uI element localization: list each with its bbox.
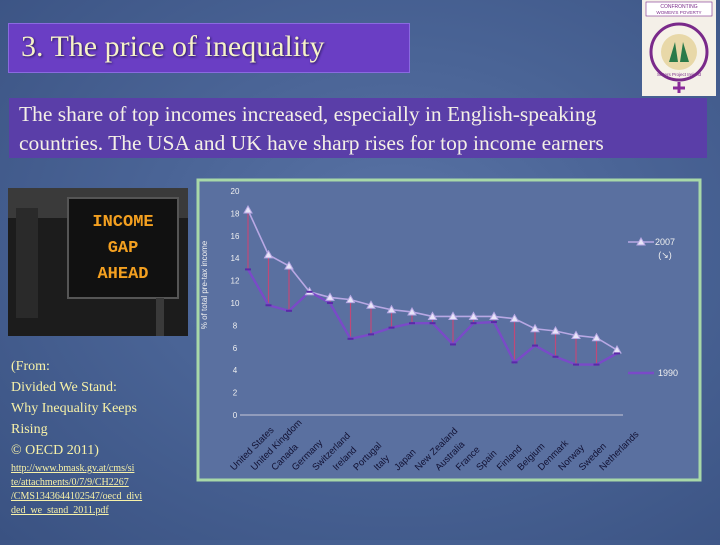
source-link[interactable]: http://www.bmask.gv.at/cms/si te/attachm… xyxy=(11,462,189,518)
y-tick-label: 18 xyxy=(231,209,240,218)
data-point-2007 xyxy=(386,304,397,314)
source-url-line[interactable]: te/attachments/0/7/9/CH2267 xyxy=(11,477,129,488)
y-tick-label: 2 xyxy=(233,389,238,398)
y-tick-label: 8 xyxy=(233,321,238,330)
data-point-2007 xyxy=(468,311,479,320)
y-tick-label: 12 xyxy=(231,277,240,286)
y-tick-label: 6 xyxy=(233,344,238,353)
source-line: Divided We Stand: xyxy=(11,380,117,395)
source-url-line[interactable]: /CMS1343644102547/oecd_divi xyxy=(11,491,143,502)
data-point-2007 xyxy=(284,261,294,270)
subtitle-line-1: The share of top incomes increased, espe… xyxy=(19,102,597,126)
source-line: Rising xyxy=(11,422,48,437)
y-tick-label: 0 xyxy=(233,411,238,420)
y-tick-label: 20 xyxy=(231,187,240,196)
data-point-2007 xyxy=(530,323,540,333)
source-line: (From: xyxy=(11,359,50,374)
data-point-2007 xyxy=(571,330,581,339)
y-axis-label: % of total pre-tax income xyxy=(200,240,209,329)
y-tick-label: 4 xyxy=(233,366,238,375)
source-line: Why Inequality Keeps xyxy=(11,401,137,416)
source-line: © OECD 2011) xyxy=(11,443,99,458)
source-citation: (From: Divided We Stand: Why Inequality … xyxy=(11,356,191,461)
sign-word-2: GAP xyxy=(108,239,139,258)
legend-label-1990: 1990 xyxy=(658,368,678,378)
slide-title-box: 3. The price of inequality xyxy=(8,23,410,73)
chart-frame xyxy=(196,178,702,482)
legend-label-2007-note: (↘) xyxy=(658,250,672,260)
data-point-2007 xyxy=(550,325,561,335)
income-gap-sign-photo: INCOME GAP AHEAD xyxy=(8,188,188,336)
y-tick-label: 14 xyxy=(231,254,240,263)
sign-word-1: INCOME xyxy=(92,213,153,232)
data-point-2007 xyxy=(489,311,499,320)
data-point-2007 xyxy=(591,332,602,342)
legend-marker-2007 xyxy=(636,236,646,246)
source-url-line[interactable]: ded_we_stand_2011.pdf xyxy=(11,505,109,516)
data-point-2007 xyxy=(243,205,253,214)
legend-label-2007: 2007 xyxy=(655,237,675,247)
logo-text-line: Sisters Project Ireland xyxy=(657,72,702,77)
data-point-2007 xyxy=(407,306,417,316)
data-point-2007 xyxy=(345,294,356,304)
source-url-line[interactable]: http://www.bmask.gv.at/cms/si xyxy=(11,463,135,474)
slide-title: 3. The price of inequality xyxy=(21,30,325,63)
data-point-2007 xyxy=(448,311,458,320)
logo-text-line: WOMEN'S POVERTY xyxy=(656,10,701,15)
sign-word-3: AHEAD xyxy=(97,265,148,284)
data-point-2007 xyxy=(325,292,335,301)
logo-text-line: CONFRONTING xyxy=(660,4,697,10)
data-point-2007 xyxy=(509,313,520,323)
subtitle-box: The share of top incomes increased, espe… xyxy=(9,98,707,158)
y-tick-label: 16 xyxy=(231,232,240,241)
y-tick-label: 10 xyxy=(231,299,240,308)
data-point-2007 xyxy=(263,249,274,259)
data-point-2007 xyxy=(366,300,376,309)
subtitle-line-2: countries. The USA and UK have sharp ris… xyxy=(19,131,604,155)
data-point-2007 xyxy=(427,311,438,320)
